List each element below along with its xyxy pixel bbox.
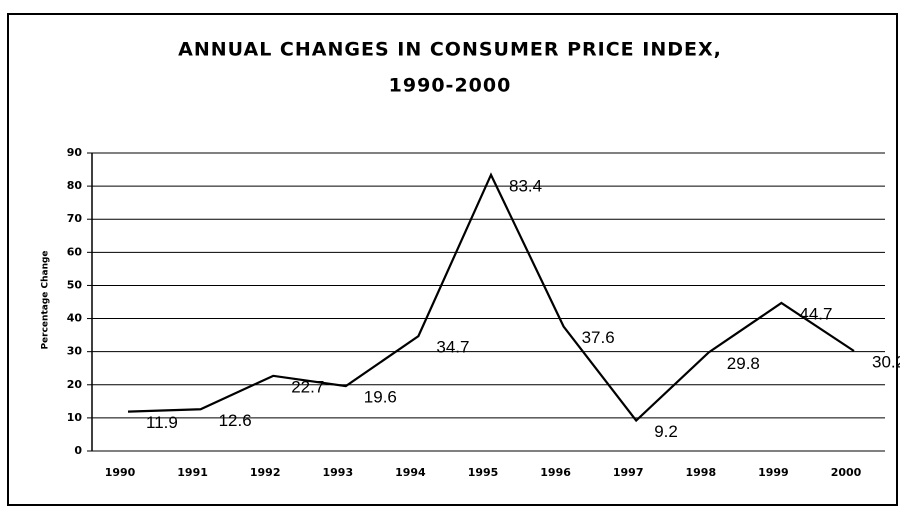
y-tick-label: 70 bbox=[67, 212, 83, 225]
x-tick-label: 1990 bbox=[105, 466, 136, 479]
data-label: 37.6 bbox=[582, 328, 615, 347]
y-tick-label: 80 bbox=[67, 179, 83, 192]
x-tick-label: 1994 bbox=[395, 466, 426, 479]
x-tick-label: 1992 bbox=[250, 466, 281, 479]
x-tick-label: 1995 bbox=[468, 466, 499, 479]
x-tick-label: 1997 bbox=[613, 466, 644, 479]
y-axis-label: Percentage Change bbox=[41, 250, 51, 349]
x-tick-label: 1993 bbox=[322, 466, 353, 479]
data-label: 22.7 bbox=[291, 377, 324, 396]
data-label: 19.6 bbox=[364, 388, 397, 407]
data-label: 44.7 bbox=[799, 304, 832, 323]
y-tick-label: 90 bbox=[67, 146, 83, 159]
y-tick-label: 50 bbox=[67, 278, 83, 291]
data-line bbox=[127, 172, 855, 423]
data-label: 34.7 bbox=[436, 338, 469, 357]
data-label: 29.8 bbox=[727, 354, 760, 373]
x-tick-label: 1999 bbox=[758, 466, 789, 479]
data-label: 11.9 bbox=[146, 413, 178, 432]
data-label: 30.2 bbox=[872, 352, 900, 371]
y-tick-label: 0 bbox=[74, 444, 82, 457]
x-tick-label: 1996 bbox=[540, 466, 571, 479]
y-tick-label: 20 bbox=[67, 378, 83, 391]
data-label: 12.6 bbox=[219, 411, 252, 430]
x-tick-label: 2000 bbox=[831, 466, 862, 479]
y-tick-label: 60 bbox=[67, 245, 83, 258]
y-tick-label: 10 bbox=[67, 411, 83, 424]
x-tick-label: 1991 bbox=[177, 466, 208, 479]
x-tick-label: 1998 bbox=[685, 466, 716, 479]
chart-subtitle: 1990-2000 bbox=[389, 75, 512, 97]
data-label: 9.2 bbox=[654, 422, 678, 441]
chart-frame bbox=[7, 13, 898, 506]
y-tick-label: 30 bbox=[67, 345, 83, 358]
chart-title: ANNUAL CHANGES IN CONSUMER PRICE INDEX, bbox=[178, 39, 722, 61]
y-tick-label: 40 bbox=[67, 312, 83, 325]
data-label: 83.4 bbox=[509, 176, 542, 195]
